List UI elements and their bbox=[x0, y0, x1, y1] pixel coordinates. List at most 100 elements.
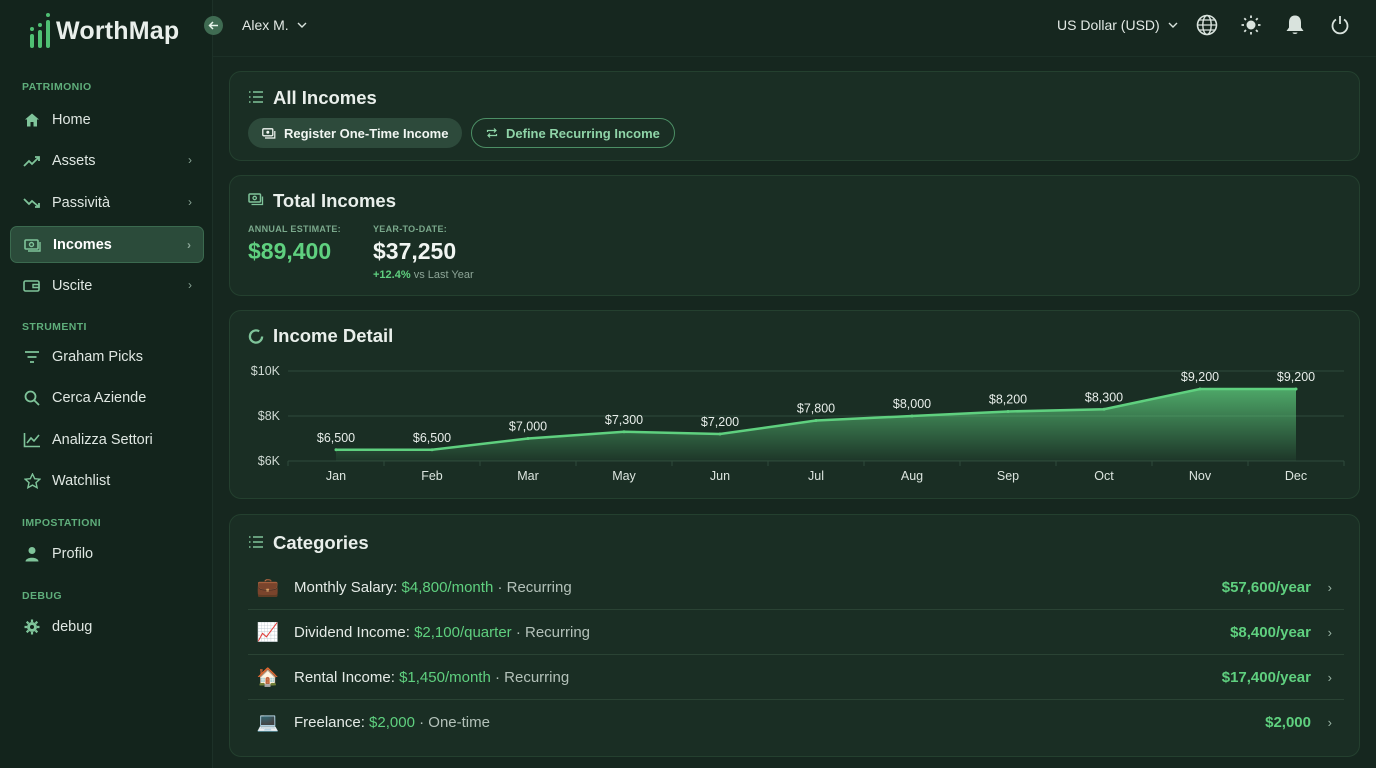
sidebar-item-profilo[interactable]: Profilo bbox=[10, 535, 204, 572]
wallet-icon bbox=[23, 277, 41, 295]
category-row-rental[interactable]: 🏠 Rental Income: $1,450/month · Recurrin… bbox=[248, 655, 1344, 700]
ytd-change-percent: +12.4% bbox=[373, 269, 411, 281]
sidebar-item-label: Cerca Aziende bbox=[52, 389, 147, 406]
x-tick-label: Nov bbox=[1189, 469, 1212, 483]
x-tick-label: Mar bbox=[517, 469, 539, 483]
star-icon bbox=[23, 472, 41, 490]
category-description: Dividend Income: $2,100/quarter · Recurr… bbox=[294, 624, 590, 641]
data-point bbox=[910, 414, 914, 418]
list-icon bbox=[248, 535, 264, 551]
income-detail-title: Income Detail bbox=[273, 325, 394, 346]
sidebar-item-label: Passività bbox=[52, 194, 111, 211]
sidebar-item-home[interactable]: Home bbox=[10, 101, 204, 138]
category-row-salary[interactable]: 💼 Monthly Salary: $4,800/month · Recurri… bbox=[248, 565, 1344, 610]
header-divider bbox=[213, 56, 1376, 57]
user-name: Alex M. bbox=[242, 17, 289, 33]
sidebar-item-label: Home bbox=[52, 111, 91, 128]
y-tick-label: $8K bbox=[258, 409, 281, 423]
home-icon bbox=[23, 111, 41, 129]
user-icon bbox=[23, 545, 41, 563]
chevron-right-icon: › bbox=[188, 153, 192, 167]
data-point bbox=[1294, 387, 1298, 391]
register-one-time-income-button[interactable]: Register One-Time Income bbox=[248, 118, 463, 148]
globe-icon[interactable] bbox=[1196, 14, 1218, 36]
briefcase-icon: 💼 bbox=[256, 576, 280, 597]
sidebar-item-label: Uscite bbox=[52, 277, 93, 294]
logo-icon bbox=[30, 13, 50, 48]
chevron-right-icon: › bbox=[1327, 715, 1332, 730]
sidebar-item-passivita[interactable]: Passività › bbox=[10, 184, 204, 221]
sidebar-item-incomes[interactable]: Incomes › bbox=[10, 226, 204, 263]
gear-icon bbox=[23, 618, 41, 636]
chevron-right-icon: › bbox=[1327, 669, 1332, 685]
data-point bbox=[718, 432, 722, 436]
sidebar-item-graham-picks[interactable]: Graham Picks bbox=[10, 338, 204, 375]
total-incomes-heading: Total Incomes bbox=[248, 190, 396, 212]
annual-estimate-label: ANNUAL ESTIMATE: bbox=[248, 224, 341, 234]
sidebar-item-label: Assets bbox=[52, 152, 96, 169]
x-tick-label: May bbox=[612, 469, 636, 483]
define-recurring-income-button[interactable]: Define Recurring Income bbox=[471, 118, 675, 148]
categories-title: Categories bbox=[273, 532, 369, 553]
sun-icon[interactable] bbox=[1240, 14, 1262, 36]
total-incomes-title: Total Incomes bbox=[273, 190, 397, 211]
data-label: $6,500 bbox=[413, 431, 451, 445]
sidebar-item-uscite[interactable]: Uscite › bbox=[10, 267, 204, 304]
section-title-debug: DEBUG bbox=[22, 590, 62, 602]
data-label: $9,200 bbox=[1277, 370, 1315, 384]
list-icon bbox=[248, 90, 264, 106]
sidebar-item-analizza-settori[interactable]: Analizza Settori bbox=[10, 421, 204, 458]
sidebar-item-debug[interactable]: debug bbox=[10, 608, 204, 645]
category-total: $8,400/year bbox=[1230, 623, 1311, 641]
category-row-dividend[interactable]: 📈 Dividend Income: $2,100/quarter · Recu… bbox=[248, 610, 1344, 655]
category-amount: $1,450/month bbox=[399, 668, 491, 686]
trending-up-icon bbox=[23, 152, 41, 170]
sidebar-item-label: Profilo bbox=[52, 545, 94, 562]
category-name: Dividend Income: bbox=[294, 623, 410, 641]
x-tick-label: Sep bbox=[997, 469, 1019, 483]
category-description: Freelance: $2,000 · One-time bbox=[294, 714, 490, 731]
category-amount: $2,000 bbox=[369, 714, 415, 731]
repeat-icon bbox=[486, 128, 498, 138]
chart-up-icon: 📈 bbox=[256, 621, 280, 642]
category-description: Rental Income: $1,450/month · Recurring bbox=[294, 669, 569, 686]
cash-icon bbox=[24, 236, 42, 254]
user-menu[interactable]: Alex M. bbox=[242, 17, 307, 33]
data-point bbox=[430, 448, 434, 452]
data-label: $8,000 bbox=[893, 397, 931, 411]
data-point bbox=[1006, 410, 1010, 413]
category-amount: $2,100/quarter bbox=[414, 623, 512, 641]
data-point bbox=[526, 437, 530, 440]
sidebar-item-assets[interactable]: Assets › bbox=[10, 142, 204, 179]
chevron-right-icon: › bbox=[187, 238, 191, 252]
app-logo[interactable]: WorthMap bbox=[30, 13, 179, 48]
currency-selector[interactable]: US Dollar (USD) bbox=[1057, 17, 1178, 33]
category-name: Monthly Salary: bbox=[294, 578, 398, 596]
house-icon: 🏠 bbox=[256, 666, 280, 687]
cash-icon bbox=[262, 127, 276, 139]
sidebar-item-cerca-aziende[interactable]: Cerca Aziende bbox=[10, 379, 204, 416]
power-icon[interactable] bbox=[1329, 14, 1351, 36]
data-label: $7,200 bbox=[701, 415, 739, 429]
category-row-freelance[interactable]: 💻 Freelance: $2,000 · One-time $2,000 › bbox=[248, 700, 1344, 745]
data-point bbox=[814, 419, 818, 422]
category-kind: · Recurring bbox=[494, 668, 570, 686]
section-title-strumenti: STRUMENTI bbox=[22, 321, 87, 333]
income-chart: $6K $8K $10K $6,500 $6,500 $7,000 $7,300 $7,200… bbox=[251, 364, 1345, 483]
category-kind: · Recurring bbox=[497, 578, 572, 596]
ytd-value: $37,250 bbox=[373, 238, 457, 264]
sidebar-item-watchlist[interactable]: Watchlist bbox=[10, 462, 204, 499]
loading-ring-icon bbox=[248, 328, 264, 344]
income-detail-heading: Income Detail bbox=[248, 325, 393, 347]
section-title-patrimonio: PATRIMONIO bbox=[22, 81, 92, 93]
bell-icon[interactable] bbox=[1284, 14, 1306, 36]
all-incomes-card: All Incomes Register One-Time Income Def… bbox=[229, 71, 1360, 161]
collapse-sidebar-button[interactable] bbox=[204, 16, 223, 35]
sidebar-item-label: Incomes bbox=[53, 236, 112, 253]
data-label: $7,300 bbox=[605, 413, 643, 427]
data-point bbox=[1198, 387, 1202, 391]
currency-label: US Dollar (USD) bbox=[1057, 17, 1160, 33]
total-incomes-card: Total Incomes ANNUAL ESTIMATE: $89,400 Y… bbox=[229, 175, 1360, 296]
category-name: Rental Income: bbox=[294, 668, 395, 686]
define-button-label: Define Recurring Income bbox=[506, 125, 660, 141]
